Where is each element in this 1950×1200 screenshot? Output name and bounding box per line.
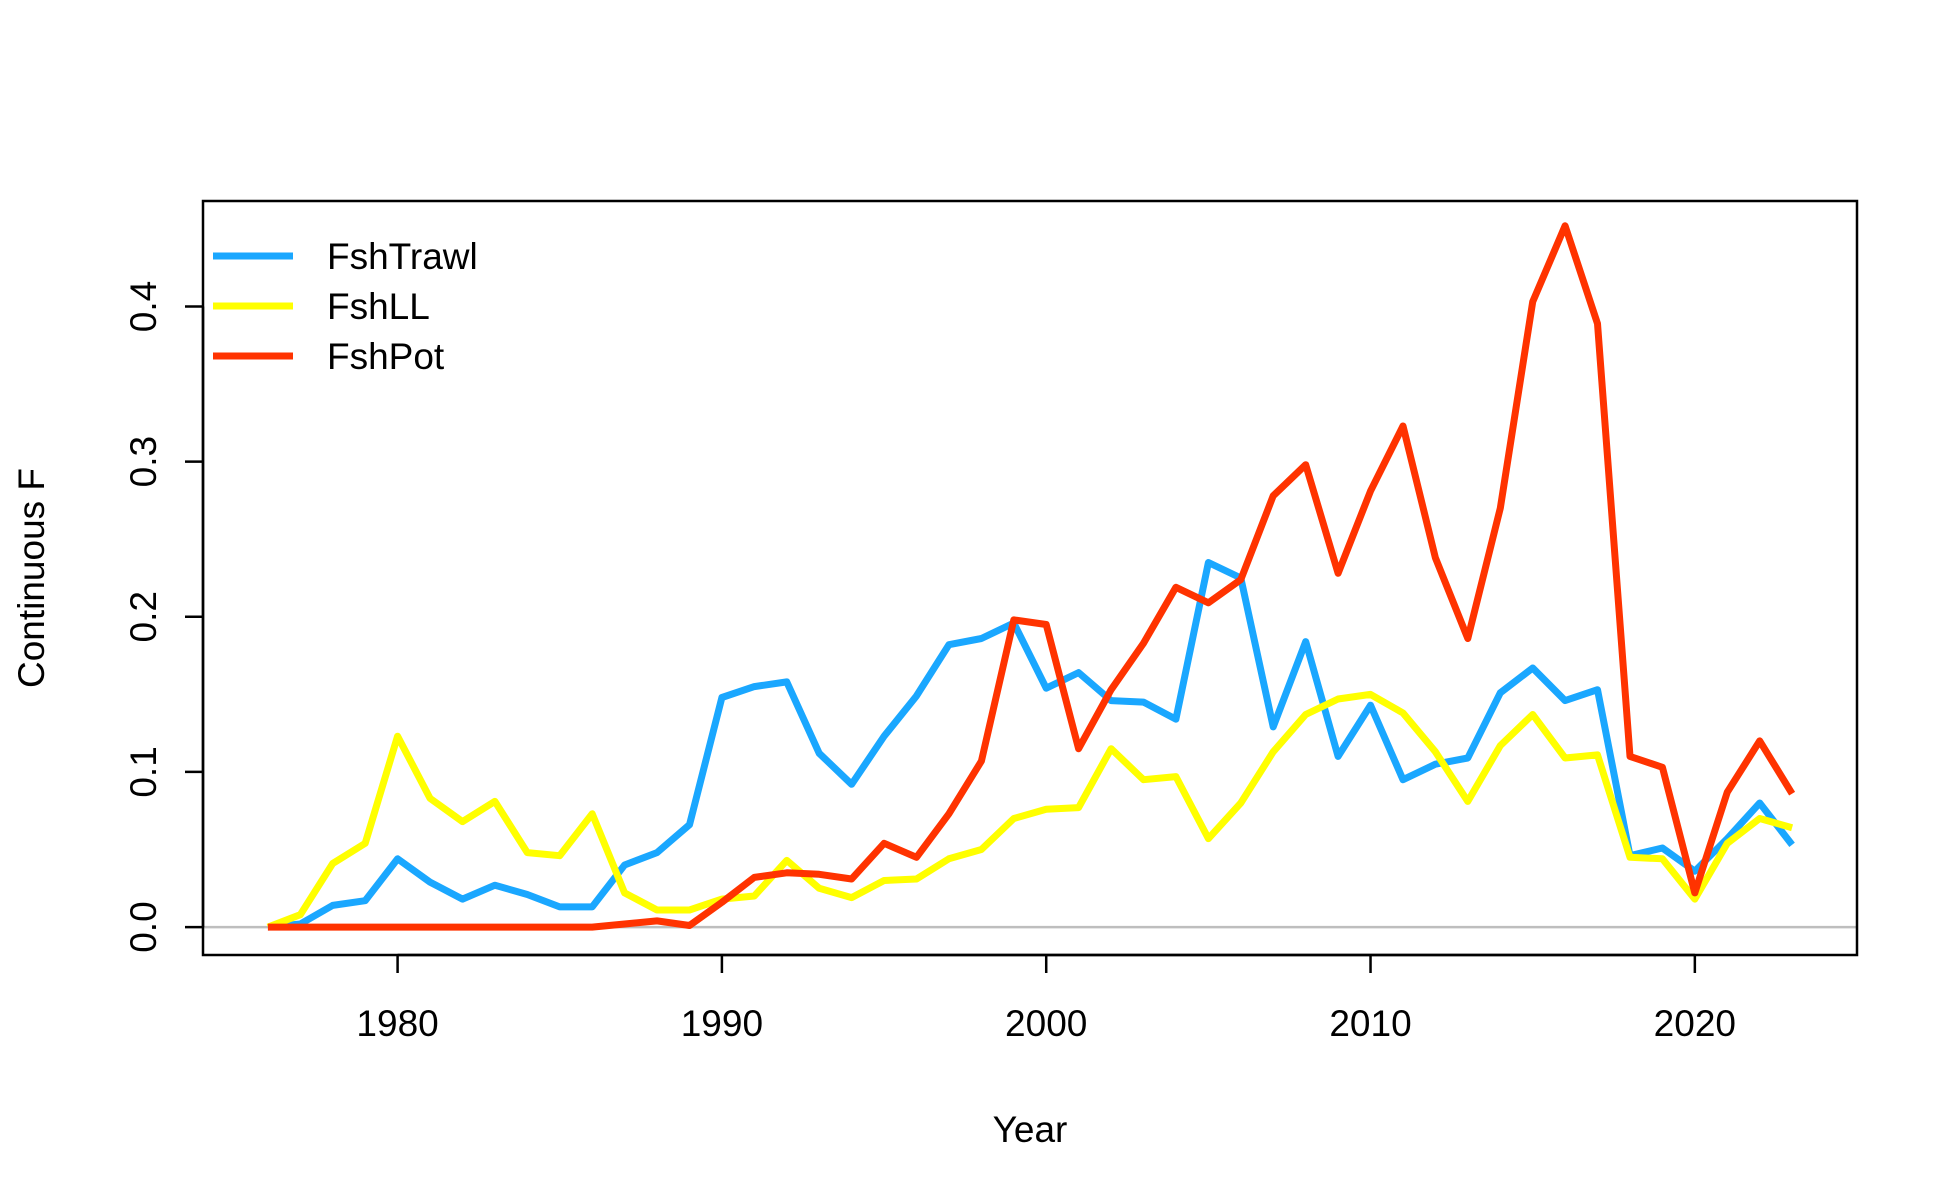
series-line-fshpot [267,222,1796,931]
x-tick-label: 2000 [1005,1003,1087,1044]
legend-label-fshpot: FshPot [327,336,445,377]
y-axis: 0.0 0.1 0.2 0.3 0.4 [123,281,205,953]
x-tick-label: 2020 [1654,1003,1736,1044]
series-lines [266,222,1796,931]
x-tick-label: 1990 [681,1003,763,1044]
y-tick-label: 0.2 [123,591,164,642]
x-tick-label: 2010 [1329,1003,1411,1044]
y-tick-label: 0.1 [123,746,164,797]
legend-label-fshtrawl: FshTrawl [327,236,478,277]
x-axis-title: Year [993,1109,1068,1150]
legend: FshTrawl FshLL FshPot [213,236,478,377]
y-tick-label: 0.3 [123,436,164,487]
y-tick-label: 0.4 [123,281,164,332]
series-line-fshll [266,690,1794,931]
y-tick-label: 0.0 [123,901,164,952]
plot-frame [201,199,1859,957]
x-axis: 1980 1990 2000 2010 2020 [356,953,1736,1044]
legend-label-fshll: FshLL [327,286,430,327]
y-axis-title: Continuous F [11,468,52,688]
x-tick-label: 1980 [356,1003,438,1044]
series-line-fshtrawl [267,559,1795,931]
